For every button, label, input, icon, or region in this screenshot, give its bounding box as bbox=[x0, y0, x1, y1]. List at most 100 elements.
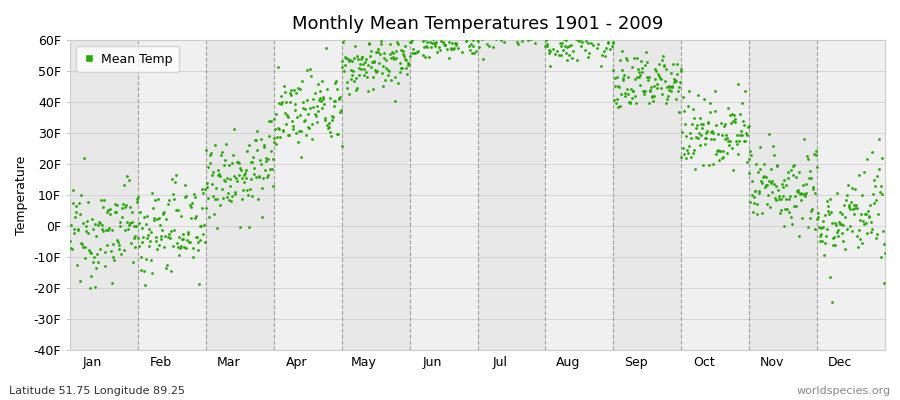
Point bbox=[649, 68, 663, 74]
Point bbox=[526, 28, 540, 35]
Point bbox=[479, 23, 493, 30]
Point bbox=[73, 278, 87, 284]
Point bbox=[825, 298, 840, 305]
Point bbox=[682, 143, 697, 150]
Point bbox=[793, 191, 807, 197]
Point bbox=[681, 88, 696, 94]
Point bbox=[75, 241, 89, 248]
Point bbox=[708, 150, 723, 157]
Point bbox=[406, 29, 420, 35]
Point bbox=[249, 147, 264, 153]
Point bbox=[860, 208, 875, 214]
Point bbox=[319, 114, 333, 121]
Point bbox=[673, 79, 688, 85]
Point bbox=[713, 148, 727, 155]
Point bbox=[737, 122, 751, 128]
Point bbox=[677, 108, 691, 114]
Point bbox=[569, 28, 583, 34]
Point bbox=[789, 202, 804, 209]
Point bbox=[427, 26, 441, 32]
Point bbox=[832, 220, 847, 227]
Point bbox=[292, 85, 307, 92]
Point bbox=[113, 251, 128, 258]
Point bbox=[738, 138, 752, 144]
Point bbox=[829, 222, 843, 228]
Point bbox=[64, 245, 78, 251]
Point bbox=[224, 160, 238, 166]
Point bbox=[253, 157, 267, 163]
Point bbox=[612, 56, 626, 63]
Point bbox=[487, 26, 501, 33]
Point bbox=[875, 155, 889, 161]
Point bbox=[102, 225, 116, 232]
Point bbox=[542, 46, 556, 53]
Point bbox=[563, 42, 578, 48]
Point bbox=[243, 158, 257, 165]
Point bbox=[754, 180, 769, 186]
Point bbox=[552, 52, 566, 59]
Point bbox=[101, 206, 115, 213]
Point bbox=[374, 69, 389, 76]
Point bbox=[526, 19, 541, 25]
Point bbox=[536, 24, 550, 31]
Point bbox=[446, 19, 460, 26]
Point bbox=[696, 120, 710, 127]
Point bbox=[635, 69, 650, 75]
Point bbox=[405, 50, 419, 56]
Point bbox=[610, 103, 625, 110]
Point bbox=[656, 52, 670, 59]
Point bbox=[403, 35, 418, 42]
Point bbox=[452, 25, 466, 31]
Point bbox=[279, 121, 293, 127]
Point bbox=[244, 176, 258, 182]
Point bbox=[818, 212, 832, 218]
Point bbox=[702, 108, 716, 115]
Point bbox=[752, 166, 767, 172]
Point bbox=[319, 45, 333, 51]
Point bbox=[837, 202, 851, 209]
Point bbox=[444, 45, 458, 51]
Point bbox=[625, 94, 639, 101]
Point bbox=[76, 155, 91, 162]
Point bbox=[93, 246, 107, 252]
Point bbox=[252, 173, 266, 179]
Point bbox=[652, 73, 667, 79]
Point bbox=[85, 250, 99, 256]
Point bbox=[800, 152, 814, 159]
Point bbox=[220, 190, 235, 196]
Point bbox=[585, 33, 599, 39]
Point bbox=[85, 216, 99, 223]
Point bbox=[420, 34, 435, 41]
Point bbox=[513, 33, 527, 40]
Point bbox=[452, 34, 466, 40]
Point bbox=[376, 83, 391, 89]
Point bbox=[719, 132, 733, 138]
Point bbox=[354, 56, 368, 62]
Point bbox=[112, 219, 127, 226]
Point bbox=[554, 34, 569, 40]
Point bbox=[86, 259, 100, 265]
Point bbox=[113, 223, 128, 230]
Point bbox=[511, 17, 526, 23]
Point bbox=[241, 224, 256, 230]
Point bbox=[600, 28, 615, 35]
Point bbox=[671, 108, 686, 115]
Point bbox=[352, 72, 366, 78]
Point bbox=[450, 30, 464, 37]
Point bbox=[792, 168, 806, 175]
Point bbox=[735, 132, 750, 139]
Point bbox=[506, 14, 520, 21]
Point bbox=[864, 229, 878, 236]
Point bbox=[209, 185, 223, 192]
Point bbox=[462, 27, 476, 34]
Point bbox=[592, 34, 607, 40]
Point bbox=[410, 49, 424, 56]
Point bbox=[485, 44, 500, 50]
Point bbox=[80, 218, 94, 224]
Point bbox=[730, 132, 744, 138]
Point bbox=[599, 33, 614, 40]
Point bbox=[205, 168, 220, 175]
Point bbox=[377, 54, 392, 61]
Point bbox=[369, 49, 383, 56]
Point bbox=[245, 159, 259, 165]
